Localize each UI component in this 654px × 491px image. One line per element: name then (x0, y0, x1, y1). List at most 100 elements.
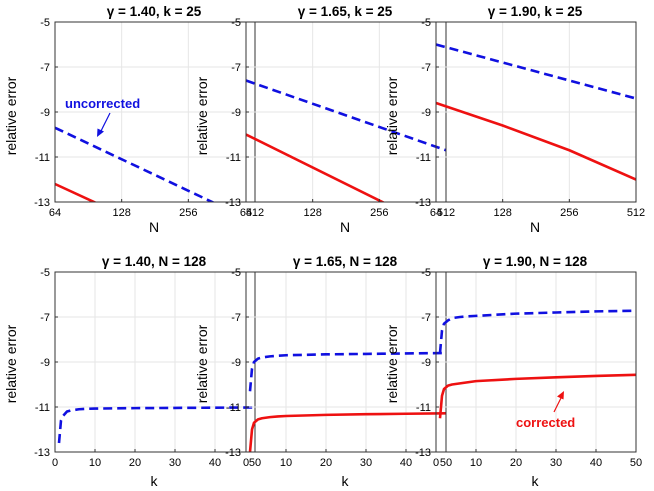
y-tick-label: -13 (225, 197, 241, 209)
x-tick-label: 50 (630, 457, 642, 469)
y-tick-label: -5 (40, 17, 50, 29)
y-axis-label: relative error (3, 324, 19, 403)
x-tick-label: 40 (400, 457, 412, 469)
annotation-arrow-uncorrected (99, 112, 111, 134)
y-tick-label: -9 (40, 107, 50, 119)
y-tick-label: -11 (226, 152, 241, 164)
series-line-corrected (436, 101, 636, 181)
panel-gamma140-k25: 64 128 256 512 -13 -11 -9 -7 -5 (34, 17, 264, 219)
x-tick-label: 40 (209, 457, 221, 469)
x-tick-label: 512 (627, 207, 645, 219)
chart-title: γ = 1.40, N = 128 (102, 254, 207, 269)
y-tick-label: -11 (416, 402, 431, 414)
y-tick-label: -13 (34, 197, 50, 209)
x-tick-label: 10 (470, 457, 482, 469)
y-tick-label: -13 (415, 197, 431, 209)
x-tick-label: 128 (303, 207, 321, 219)
y-tick-label: -9 (421, 357, 431, 369)
y-tick-label: -9 (231, 107, 241, 119)
x-tick-label: 0 (433, 457, 439, 469)
series-line-corrected (248, 412, 446, 452)
x-tick-label: 50 (440, 457, 452, 469)
y-tick-label: -11 (226, 402, 241, 414)
x-tick-label: 256 (370, 207, 388, 219)
x-tick-label: 30 (550, 457, 562, 469)
x-axis-label: k (342, 473, 350, 489)
series-line-corrected (55, 182, 98, 202)
x-tick-label: 64 (49, 207, 61, 219)
y-tick-label: -13 (415, 447, 431, 459)
series-line-uncorrected (436, 43, 636, 100)
x-tick-label: 64 (430, 207, 442, 219)
y-tick-label: -11 (35, 402, 50, 414)
x-tick-label: 512 (437, 207, 455, 219)
series-line-uncorrected (248, 351, 446, 392)
x-tick-label: 64 (240, 207, 252, 219)
panel-gamma140-n128: 0 10 20 30 40 50 -13 -11 -9 -7 -5 (34, 267, 261, 469)
y-tick-label: -9 (231, 357, 241, 369)
x-tick-label: 20 (510, 457, 522, 469)
annotation-uncorrected: uncorrected (65, 96, 140, 111)
x-tick-label: 512 (246, 207, 264, 219)
chart-title: γ = 1.65, k = 25 (298, 4, 393, 19)
x-tick-label: 256 (179, 207, 197, 219)
x-tick-label: 20 (320, 457, 332, 469)
x-tick-label: 128 (112, 207, 130, 219)
y-tick-label: -7 (421, 312, 431, 324)
arrow-head-icon (97, 128, 104, 137)
annotation-corrected: corrected (516, 415, 575, 430)
y-tick-label: -5 (421, 17, 431, 29)
x-tick-label: 10 (89, 457, 101, 469)
chart-title: γ = 1.40, k = 25 (107, 4, 202, 19)
y-axis-label: relative error (194, 324, 210, 403)
panel-gamma190-k25: 64 128 256 512 -13 -11 -9 -7 -5 (415, 17, 645, 219)
y-tick-label: -7 (231, 312, 241, 324)
y-axis-label: relative error (194, 76, 210, 155)
x-axis-label: N (530, 219, 540, 235)
y-axis-label: relative error (3, 76, 19, 155)
y-axis-label: relative error (384, 76, 400, 155)
panel-gamma165-n128: 0 10 20 30 40 50 -13 -11 -9 -7 -5 (225, 267, 452, 469)
x-axis-label: N (340, 219, 350, 235)
y-tick-label: -5 (40, 267, 50, 279)
y-tick-label: -9 (421, 107, 431, 119)
y-tick-label: -7 (40, 62, 50, 74)
y-tick-label: -13 (34, 447, 50, 459)
y-tick-label: -5 (421, 267, 431, 279)
series-line-uncorrected (246, 79, 446, 152)
x-axis-label: k (151, 473, 159, 489)
series-line-uncorrected (438, 309, 636, 354)
y-axis-label: relative error (384, 324, 400, 403)
y-tick-label: -13 (225, 447, 241, 459)
x-tick-label: 128 (493, 207, 511, 219)
x-tick-label: 40 (590, 457, 602, 469)
arrow-head-icon (557, 391, 564, 400)
y-tick-label: -11 (35, 152, 50, 164)
series-line-corrected (246, 133, 386, 202)
x-tick-label: 30 (360, 457, 372, 469)
panel-gamma165-k25: 64 128 256 512 -13 -11 -9 -7 -5 (225, 17, 455, 219)
series-line-uncorrected (55, 126, 216, 202)
y-tick-label: -7 (231, 62, 241, 74)
chart-title: γ = 1.90, k = 25 (488, 4, 583, 19)
series-line-uncorrected (57, 406, 255, 444)
y-tick-label: -9 (40, 357, 50, 369)
x-tick-label: 30 (169, 457, 181, 469)
chart-title: γ = 1.65, N = 128 (293, 254, 398, 269)
y-tick-label: -5 (231, 267, 241, 279)
x-axis-label: k (532, 473, 540, 489)
panel-gamma190-n128: 0 10 20 30 40 50 -13 -11 -9 -7 -5 (415, 267, 642, 469)
y-tick-label: -11 (416, 152, 431, 164)
y-tick-label: -7 (421, 62, 431, 74)
x-tick-label: 0 (243, 457, 249, 469)
x-tick-label: 10 (280, 457, 292, 469)
x-tick-label: 256 (560, 207, 578, 219)
chart-title: γ = 1.90, N = 128 (483, 254, 588, 269)
y-tick-label: -7 (40, 312, 50, 324)
x-tick-label: 20 (129, 457, 141, 469)
x-tick-label: 0 (52, 457, 58, 469)
x-axis-label: N (149, 219, 159, 235)
y-tick-label: -5 (231, 17, 241, 29)
x-tick-label: 50 (249, 457, 261, 469)
